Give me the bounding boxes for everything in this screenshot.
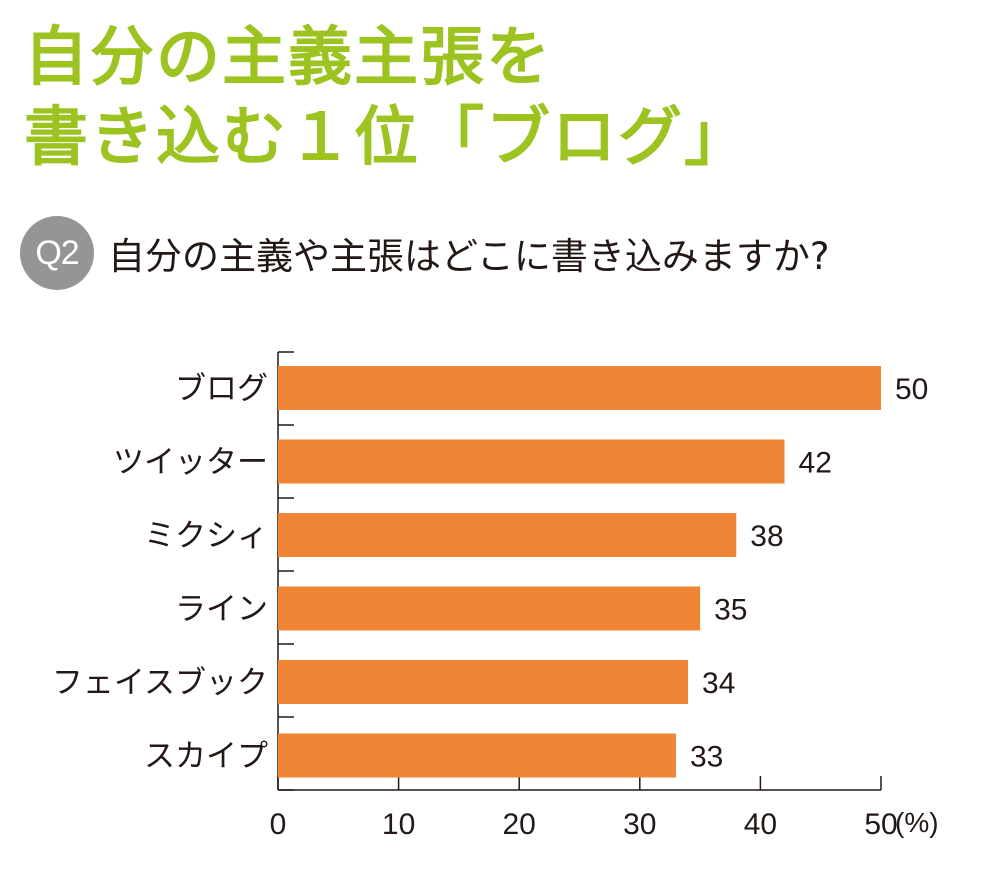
x-axis-unit: (%) (895, 807, 939, 838)
category-label: スカイプ (144, 739, 268, 775)
category-label: ライン (175, 592, 268, 628)
category-label: ブログ (175, 371, 268, 407)
headline-line-2: 書き込む１位「ブログ」 (24, 101, 750, 175)
x-tick-label: 20 (503, 808, 536, 841)
x-tick-label: 0 (270, 808, 287, 841)
value-label: 50 (895, 373, 928, 406)
bar (278, 586, 701, 631)
bar (278, 660, 689, 704)
x-tick-label: 10 (382, 808, 415, 841)
question-badge: Q2 (20, 216, 94, 290)
bar (278, 439, 785, 484)
bar (278, 513, 737, 557)
x-tick-label: 50 (864, 808, 897, 841)
bar (278, 366, 881, 410)
category-label: フェイスブック (52, 665, 268, 701)
bar (278, 733, 676, 778)
category-label: ツイッター (113, 445, 268, 481)
question-text: 自分の主義や主張はどこに書き込みますか? (108, 235, 830, 278)
value-label: 38 (750, 520, 783, 553)
question-row: Q2 自分の主義や主張はどこに書き込みますか? (20, 216, 830, 290)
x-tick-label: 40 (744, 808, 777, 841)
value-label: 33 (690, 741, 723, 774)
value-label: 35 (714, 594, 747, 627)
x-tick-label: 30 (623, 808, 656, 841)
category-label: ミクシィ (144, 518, 268, 554)
value-label: 34 (702, 667, 735, 700)
headline-line-1: 自分の主義主張を (24, 21, 552, 95)
value-label: 42 (799, 447, 832, 480)
headline: 自分の主義主張を 書き込む１位「ブログ」 (24, 18, 750, 178)
